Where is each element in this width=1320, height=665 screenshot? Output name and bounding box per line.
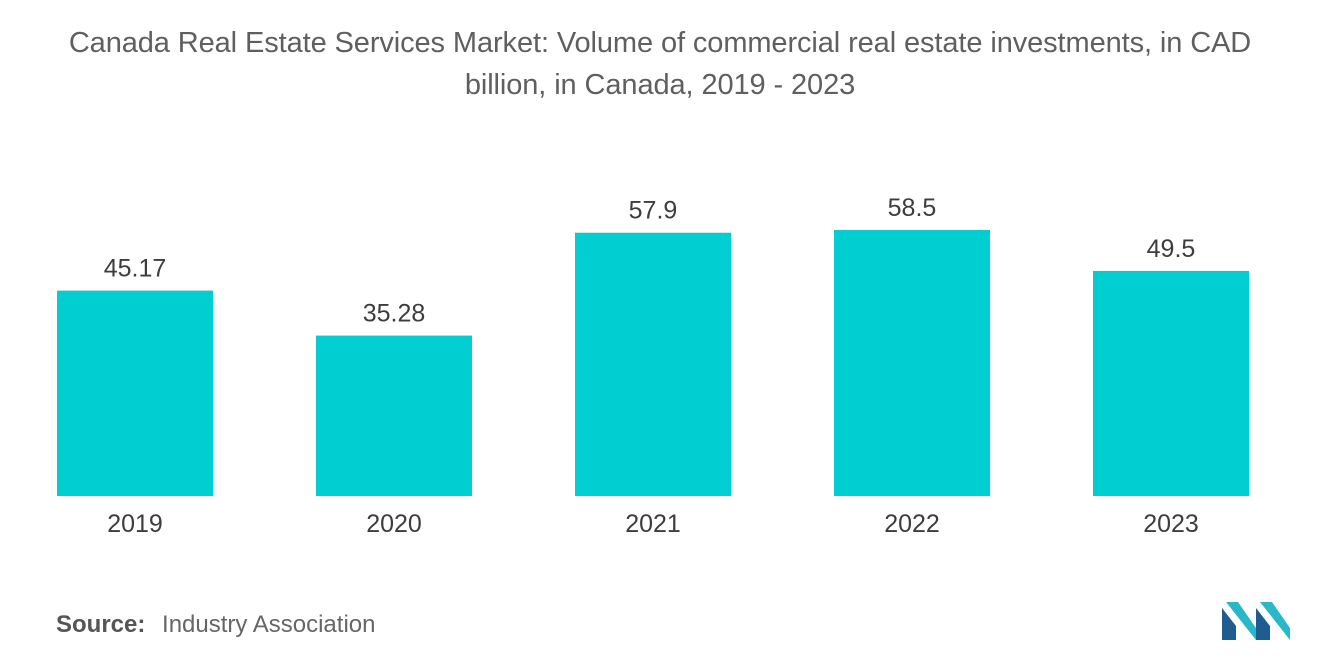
chart-title-line-2: billion, in Canada, 2019 - 2023 <box>464 69 856 101</box>
x-tick-label-2022: 2022 <box>884 510 940 538</box>
source-label: Source: <box>56 611 146 638</box>
bar-2020 <box>316 335 472 496</box>
data-label-2020: 35.28 <box>363 300 426 328</box>
bar-2021 <box>575 232 731 496</box>
x-tick-label-2023: 2023 <box>1143 510 1199 538</box>
x-tick-label-2021: 2021 <box>625 510 681 538</box>
source-note: Source: Industry Association <box>56 611 375 639</box>
bar-2022 <box>834 230 990 496</box>
chart-title-line-1: Canada Real Estate Services Market: Volu… <box>68 27 1252 59</box>
x-tick-label-2019: 2019 <box>107 510 163 538</box>
data-label-2019: 45.17 <box>104 255 167 283</box>
mordor-intelligence-logo-icon <box>1222 602 1290 640</box>
data-label-2023: 49.5 <box>1147 235 1196 263</box>
bar-2023 <box>1093 270 1249 496</box>
data-label-2022: 58.5 <box>888 194 937 222</box>
source-value: Industry Association <box>162 611 376 638</box>
chart-title: Canada Real Estate Services Market: Volu… <box>0 22 1320 106</box>
x-tick-label-2020: 2020 <box>366 510 422 538</box>
bar-2019 <box>57 290 213 496</box>
data-label-2021: 57.9 <box>629 197 678 225</box>
